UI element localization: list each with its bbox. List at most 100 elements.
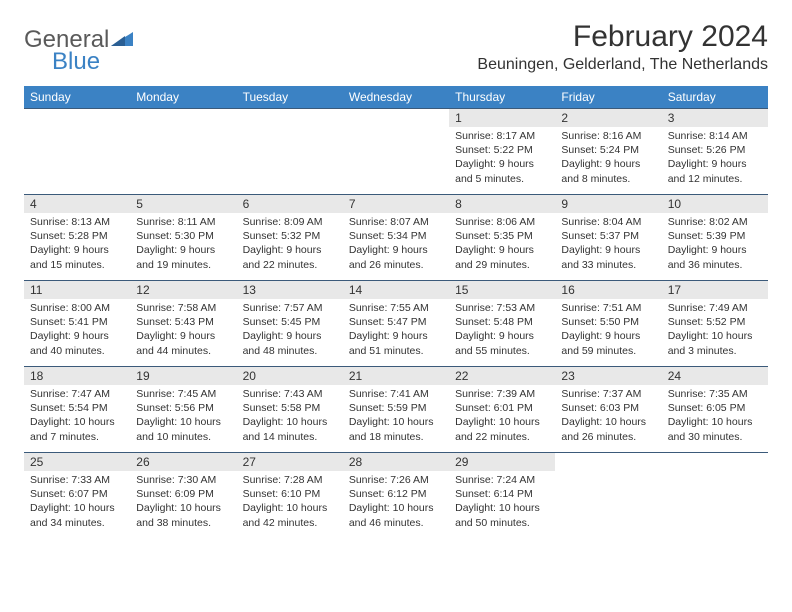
sunset-text: Sunset: 6:05 PM [668,401,762,415]
sunrise-text: Sunrise: 8:04 AM [561,215,655,229]
daylight-text-2: and 10 minutes. [136,430,230,444]
daylight-text-1: Daylight: 9 hours [349,329,443,343]
day-number: 23 [555,367,661,385]
daylight-text-2: and 26 minutes. [561,430,655,444]
day-cell: 29Sunrise: 7:24 AMSunset: 6:14 PMDayligh… [449,453,555,539]
sunset-text: Sunset: 6:14 PM [455,487,549,501]
daylight-text-2: and 30 minutes. [668,430,762,444]
day-info: Sunrise: 7:53 AMSunset: 5:48 PMDaylight:… [449,299,555,362]
daylight-text-2: and 51 minutes. [349,344,443,358]
day-number [237,109,343,127]
day-number: 20 [237,367,343,385]
day-info: Sunrise: 8:04 AMSunset: 5:37 PMDaylight:… [555,213,661,276]
day-cell: 14Sunrise: 7:55 AMSunset: 5:47 PMDayligh… [343,281,449,367]
day-info: Sunrise: 7:43 AMSunset: 5:58 PMDaylight:… [237,385,343,448]
sunrise-text: Sunrise: 7:35 AM [668,387,762,401]
daylight-text-2: and 38 minutes. [136,516,230,530]
day-info: Sunrise: 7:49 AMSunset: 5:52 PMDaylight:… [662,299,768,362]
day-cell: 7 Sunrise: 8:07 AMSunset: 5:34 PMDaylight… [343,195,449,281]
sunset-text: Sunset: 5:58 PM [243,401,337,415]
daylight-text-1: Daylight: 9 hours [243,243,337,257]
day-cell: 13Sunrise: 7:57 AMSunset: 5:45 PMDayligh… [237,281,343,367]
week-row: 1Sunrise: 8:17 AMSunset: 5:22 PMDaylight… [24,109,768,195]
day-number [343,109,449,127]
day-info: Sunrise: 8:02 AMSunset: 5:39 PMDaylight:… [662,213,768,276]
sunrise-text: Sunrise: 8:07 AM [349,215,443,229]
sunrise-text: Sunrise: 8:14 AM [668,129,762,143]
daylight-text-2: and 29 minutes. [455,258,549,272]
sunrise-text: Sunrise: 7:37 AM [561,387,655,401]
day-number: 4 [24,195,130,213]
day-header-sat: Saturday [662,86,768,109]
day-info: Sunrise: 7:26 AMSunset: 6:12 PMDaylight:… [343,471,449,534]
sunset-text: Sunset: 6:07 PM [30,487,124,501]
daylight-text-1: Daylight: 10 hours [668,329,762,343]
day-number [130,109,236,127]
daylight-text-1: Daylight: 10 hours [30,501,124,515]
logo-triangle-icon [111,30,133,51]
day-header-wed: Wednesday [343,86,449,109]
sunset-text: Sunset: 5:43 PM [136,315,230,329]
sunrise-text: Sunrise: 8:02 AM [668,215,762,229]
day-number: 21 [343,367,449,385]
sunrise-text: Sunrise: 7:24 AM [455,473,549,487]
day-number: 7 [343,195,449,213]
day-info: Sunrise: 7:24 AMSunset: 6:14 PMDaylight:… [449,471,555,534]
day-cell: 26Sunrise: 7:30 AMSunset: 6:09 PMDayligh… [130,453,236,539]
sunset-text: Sunset: 5:41 PM [30,315,124,329]
daylight-text-1: Daylight: 9 hours [243,329,337,343]
day-info: Sunrise: 8:17 AMSunset: 5:22 PMDaylight:… [449,127,555,190]
daylight-text-2: and 19 minutes. [136,258,230,272]
sunset-text: Sunset: 5:26 PM [668,143,762,157]
day-number: 13 [237,281,343,299]
week-row: 4Sunrise: 8:13 AMSunset: 5:28 PMDaylight… [24,195,768,281]
day-info: Sunrise: 7:57 AMSunset: 5:45 PMDaylight:… [237,299,343,362]
sunset-text: Sunset: 5:37 PM [561,229,655,243]
sunset-text: Sunset: 6:01 PM [455,401,549,415]
sunset-text: Sunset: 5:45 PM [243,315,337,329]
sunrise-text: Sunrise: 7:43 AM [243,387,337,401]
daylight-text-1: Daylight: 10 hours [349,501,443,515]
day-info: Sunrise: 7:37 AMSunset: 6:03 PMDaylight:… [555,385,661,448]
location-text: Beuningen, Gelderland, The Netherlands [477,56,768,74]
title-block: February 2024 Beuningen, Gelderland, The… [477,20,768,74]
day-info: Sunrise: 7:47 AMSunset: 5:54 PMDaylight:… [24,385,130,448]
day-header-tue: Tuesday [237,86,343,109]
day-info: Sunrise: 7:30 AMSunset: 6:09 PMDaylight:… [130,471,236,534]
day-cell: 27Sunrise: 7:28 AMSunset: 6:10 PMDayligh… [237,453,343,539]
sunset-text: Sunset: 6:03 PM [561,401,655,415]
sunset-text: Sunset: 5:56 PM [136,401,230,415]
day-number [662,453,768,471]
daylight-text-1: Daylight: 10 hours [455,415,549,429]
sunset-text: Sunset: 5:54 PM [30,401,124,415]
sunset-text: Sunset: 6:09 PM [136,487,230,501]
daylight-text-1: Daylight: 9 hours [561,329,655,343]
day-info: Sunrise: 8:14 AMSunset: 5:26 PMDaylight:… [662,127,768,190]
logo-text-2: Blue [52,48,100,75]
daylight-text-2: and 14 minutes. [243,430,337,444]
daylight-text-1: Daylight: 9 hours [349,243,443,257]
sunset-text: Sunset: 5:28 PM [30,229,124,243]
week-row: 18Sunrise: 7:47 AMSunset: 5:54 PMDayligh… [24,367,768,453]
daylight-text-2: and 36 minutes. [668,258,762,272]
daylight-text-2: and 22 minutes. [243,258,337,272]
sunset-text: Sunset: 5:39 PM [668,229,762,243]
day-cell: 19Sunrise: 7:45 AMSunset: 5:56 PMDayligh… [130,367,236,453]
sunset-text: Sunset: 5:34 PM [349,229,443,243]
day-number: 24 [662,367,768,385]
daylight-text-2: and 59 minutes. [561,344,655,358]
sunrise-text: Sunrise: 7:51 AM [561,301,655,315]
daylight-text-2: and 55 minutes. [455,344,549,358]
day-cell [343,109,449,195]
daylight-text-1: Daylight: 9 hours [136,243,230,257]
day-number: 14 [343,281,449,299]
sunrise-text: Sunrise: 7:33 AM [30,473,124,487]
calendar-page: General February 2024 Beuningen, Gelderl… [0,0,792,559]
day-cell: 8Sunrise: 8:06 AMSunset: 5:35 PMDaylight… [449,195,555,281]
day-cell: 22Sunrise: 7:39 AMSunset: 6:01 PMDayligh… [449,367,555,453]
day-cell: 25Sunrise: 7:33 AMSunset: 6:07 PMDayligh… [24,453,130,539]
calendar-table: Sunday Monday Tuesday Wednesday Thursday… [24,86,768,539]
logo-line2: Blue [24,48,100,76]
day-info: Sunrise: 7:39 AMSunset: 6:01 PMDaylight:… [449,385,555,448]
day-number: 12 [130,281,236,299]
